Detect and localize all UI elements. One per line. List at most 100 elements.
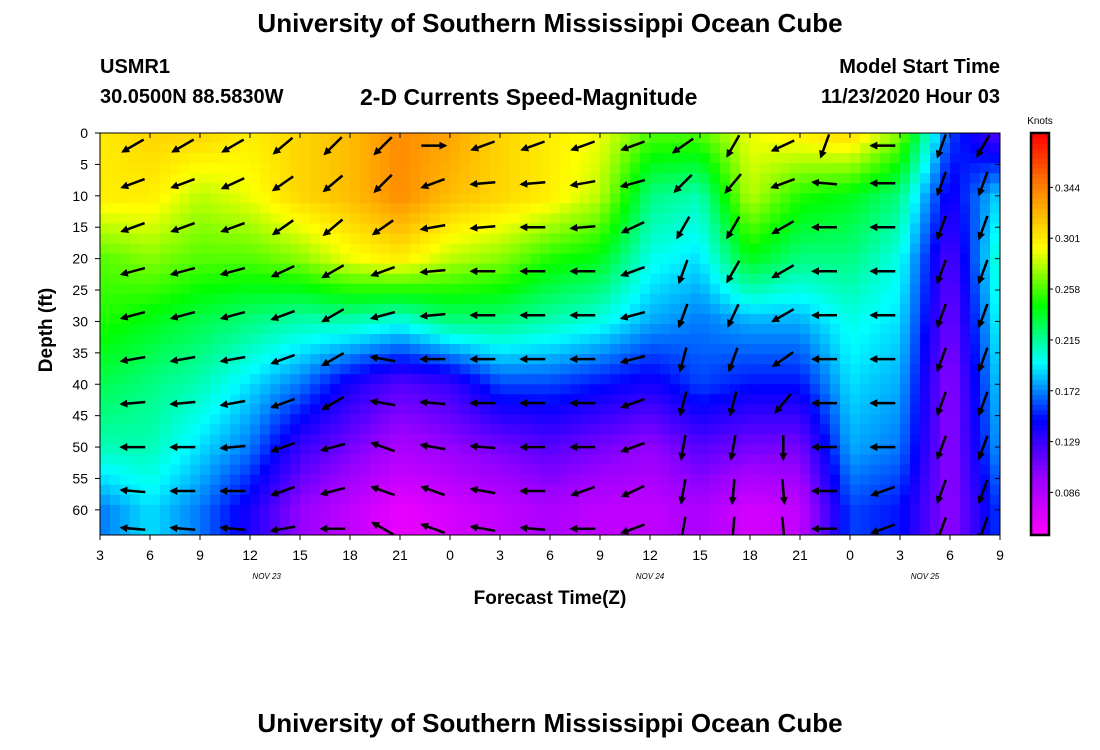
heatmap-cell xyxy=(110,394,121,405)
heatmap-cell xyxy=(200,344,211,355)
heatmap-cell xyxy=(360,484,371,496)
heatmap-cell xyxy=(660,334,671,345)
heatmap-cell xyxy=(340,183,351,194)
heatmap-cell xyxy=(510,454,521,466)
heatmap-cell xyxy=(730,374,741,385)
heatmap-cell xyxy=(640,454,651,466)
heatmap-cell xyxy=(340,283,351,295)
heatmap-cell xyxy=(340,494,351,506)
heatmap-cell xyxy=(490,263,501,275)
heatmap-cell xyxy=(980,364,991,375)
heatmap-cell xyxy=(160,313,171,325)
heatmap-cell xyxy=(400,223,411,235)
heatmap-cell xyxy=(560,504,571,516)
heatmap-cell xyxy=(440,163,451,174)
heatmap-cell xyxy=(150,484,161,496)
heatmap-cell xyxy=(530,374,541,385)
heatmap-cell xyxy=(460,143,471,154)
heatmap-cell xyxy=(950,514,961,526)
heatmap-cell xyxy=(110,474,121,486)
heatmap-cell xyxy=(430,273,441,285)
heatmap-cell xyxy=(850,173,861,184)
heatmap-cell xyxy=(180,384,191,395)
heatmap-cell xyxy=(490,504,501,516)
y-tick-label: 55 xyxy=(72,470,88,486)
heatmap-cell xyxy=(530,203,541,214)
heatmap-cell xyxy=(810,153,821,164)
heatmap-cell xyxy=(280,153,291,164)
heatmap-cell xyxy=(950,243,961,255)
current-vector xyxy=(420,485,446,497)
heatmap-cell xyxy=(960,384,971,395)
heatmap-cell xyxy=(380,233,391,245)
heatmap-cell xyxy=(480,203,491,214)
heatmap-cell xyxy=(710,283,721,295)
heatmap-cell xyxy=(450,464,461,476)
heatmap-cell xyxy=(620,163,631,174)
heatmap-cell xyxy=(750,203,761,214)
heatmap-cell xyxy=(890,243,901,255)
heatmap-cell xyxy=(680,313,691,325)
current-vector xyxy=(770,177,796,190)
heatmap-cell xyxy=(580,334,591,345)
heatmap-cell xyxy=(720,444,731,456)
heatmap-cell xyxy=(680,133,691,144)
heatmap-cell xyxy=(150,203,161,214)
heatmap-cell xyxy=(520,323,531,335)
heatmap-cell xyxy=(270,474,281,486)
heatmap-cell xyxy=(480,384,491,395)
heatmap-cell xyxy=(770,133,781,144)
heatmap-cell xyxy=(150,404,161,415)
heatmap-cell xyxy=(160,223,171,235)
heatmap-cell xyxy=(980,243,991,255)
heatmap-cell xyxy=(150,454,161,466)
heatmap-cell xyxy=(960,283,971,295)
heatmap-cell xyxy=(640,414,651,426)
heatmap-cell xyxy=(360,334,371,345)
heatmap-cell xyxy=(120,414,131,426)
heatmap-cell xyxy=(780,283,791,295)
heatmap-cell xyxy=(440,283,451,295)
heatmap-cell xyxy=(270,203,281,214)
heatmap-cell xyxy=(860,464,871,476)
heatmap-cell xyxy=(640,364,651,375)
heatmap-cell xyxy=(940,494,951,506)
heatmap-cell xyxy=(600,263,611,275)
heatmap-cell xyxy=(910,344,921,355)
heatmap-cell xyxy=(550,143,561,154)
heatmap-cell xyxy=(540,524,551,535)
heatmap-cell xyxy=(350,163,361,174)
heatmap-cell xyxy=(700,283,711,295)
colorbar-segment xyxy=(1031,198,1049,204)
heatmap-cell xyxy=(740,414,751,426)
heatmap-cell xyxy=(430,454,441,466)
heatmap-cell xyxy=(820,193,831,204)
heatmap-cell xyxy=(180,293,191,305)
current-vector xyxy=(321,308,345,323)
y-tick-label: 20 xyxy=(72,251,88,267)
current-vector xyxy=(419,442,446,451)
heatmap-cell xyxy=(780,364,791,375)
heatmap-cell xyxy=(480,484,491,496)
heatmap-cell xyxy=(560,354,571,365)
heatmap-cell xyxy=(650,323,661,335)
heatmap-cell xyxy=(320,233,331,245)
heatmap-cell xyxy=(160,153,171,164)
heatmap-cell xyxy=(190,253,201,265)
heatmap-cell xyxy=(550,514,561,526)
heatmap-cell xyxy=(700,233,711,245)
heatmap-cell xyxy=(580,464,591,476)
heatmap-cell xyxy=(820,243,831,255)
heatmap-cell xyxy=(330,434,341,446)
heatmap-cell xyxy=(850,344,861,355)
heatmap-cell xyxy=(580,223,591,235)
heatmap-cell xyxy=(850,384,861,395)
heatmap-cell xyxy=(910,303,921,315)
heatmap-cell xyxy=(510,193,521,204)
heatmap-cell xyxy=(520,464,531,476)
heatmap-cell xyxy=(550,464,561,476)
heatmap-cell xyxy=(650,424,661,436)
heatmap-cell xyxy=(950,323,961,335)
heatmap-cell xyxy=(320,384,331,395)
heatmap-cell xyxy=(840,163,851,174)
